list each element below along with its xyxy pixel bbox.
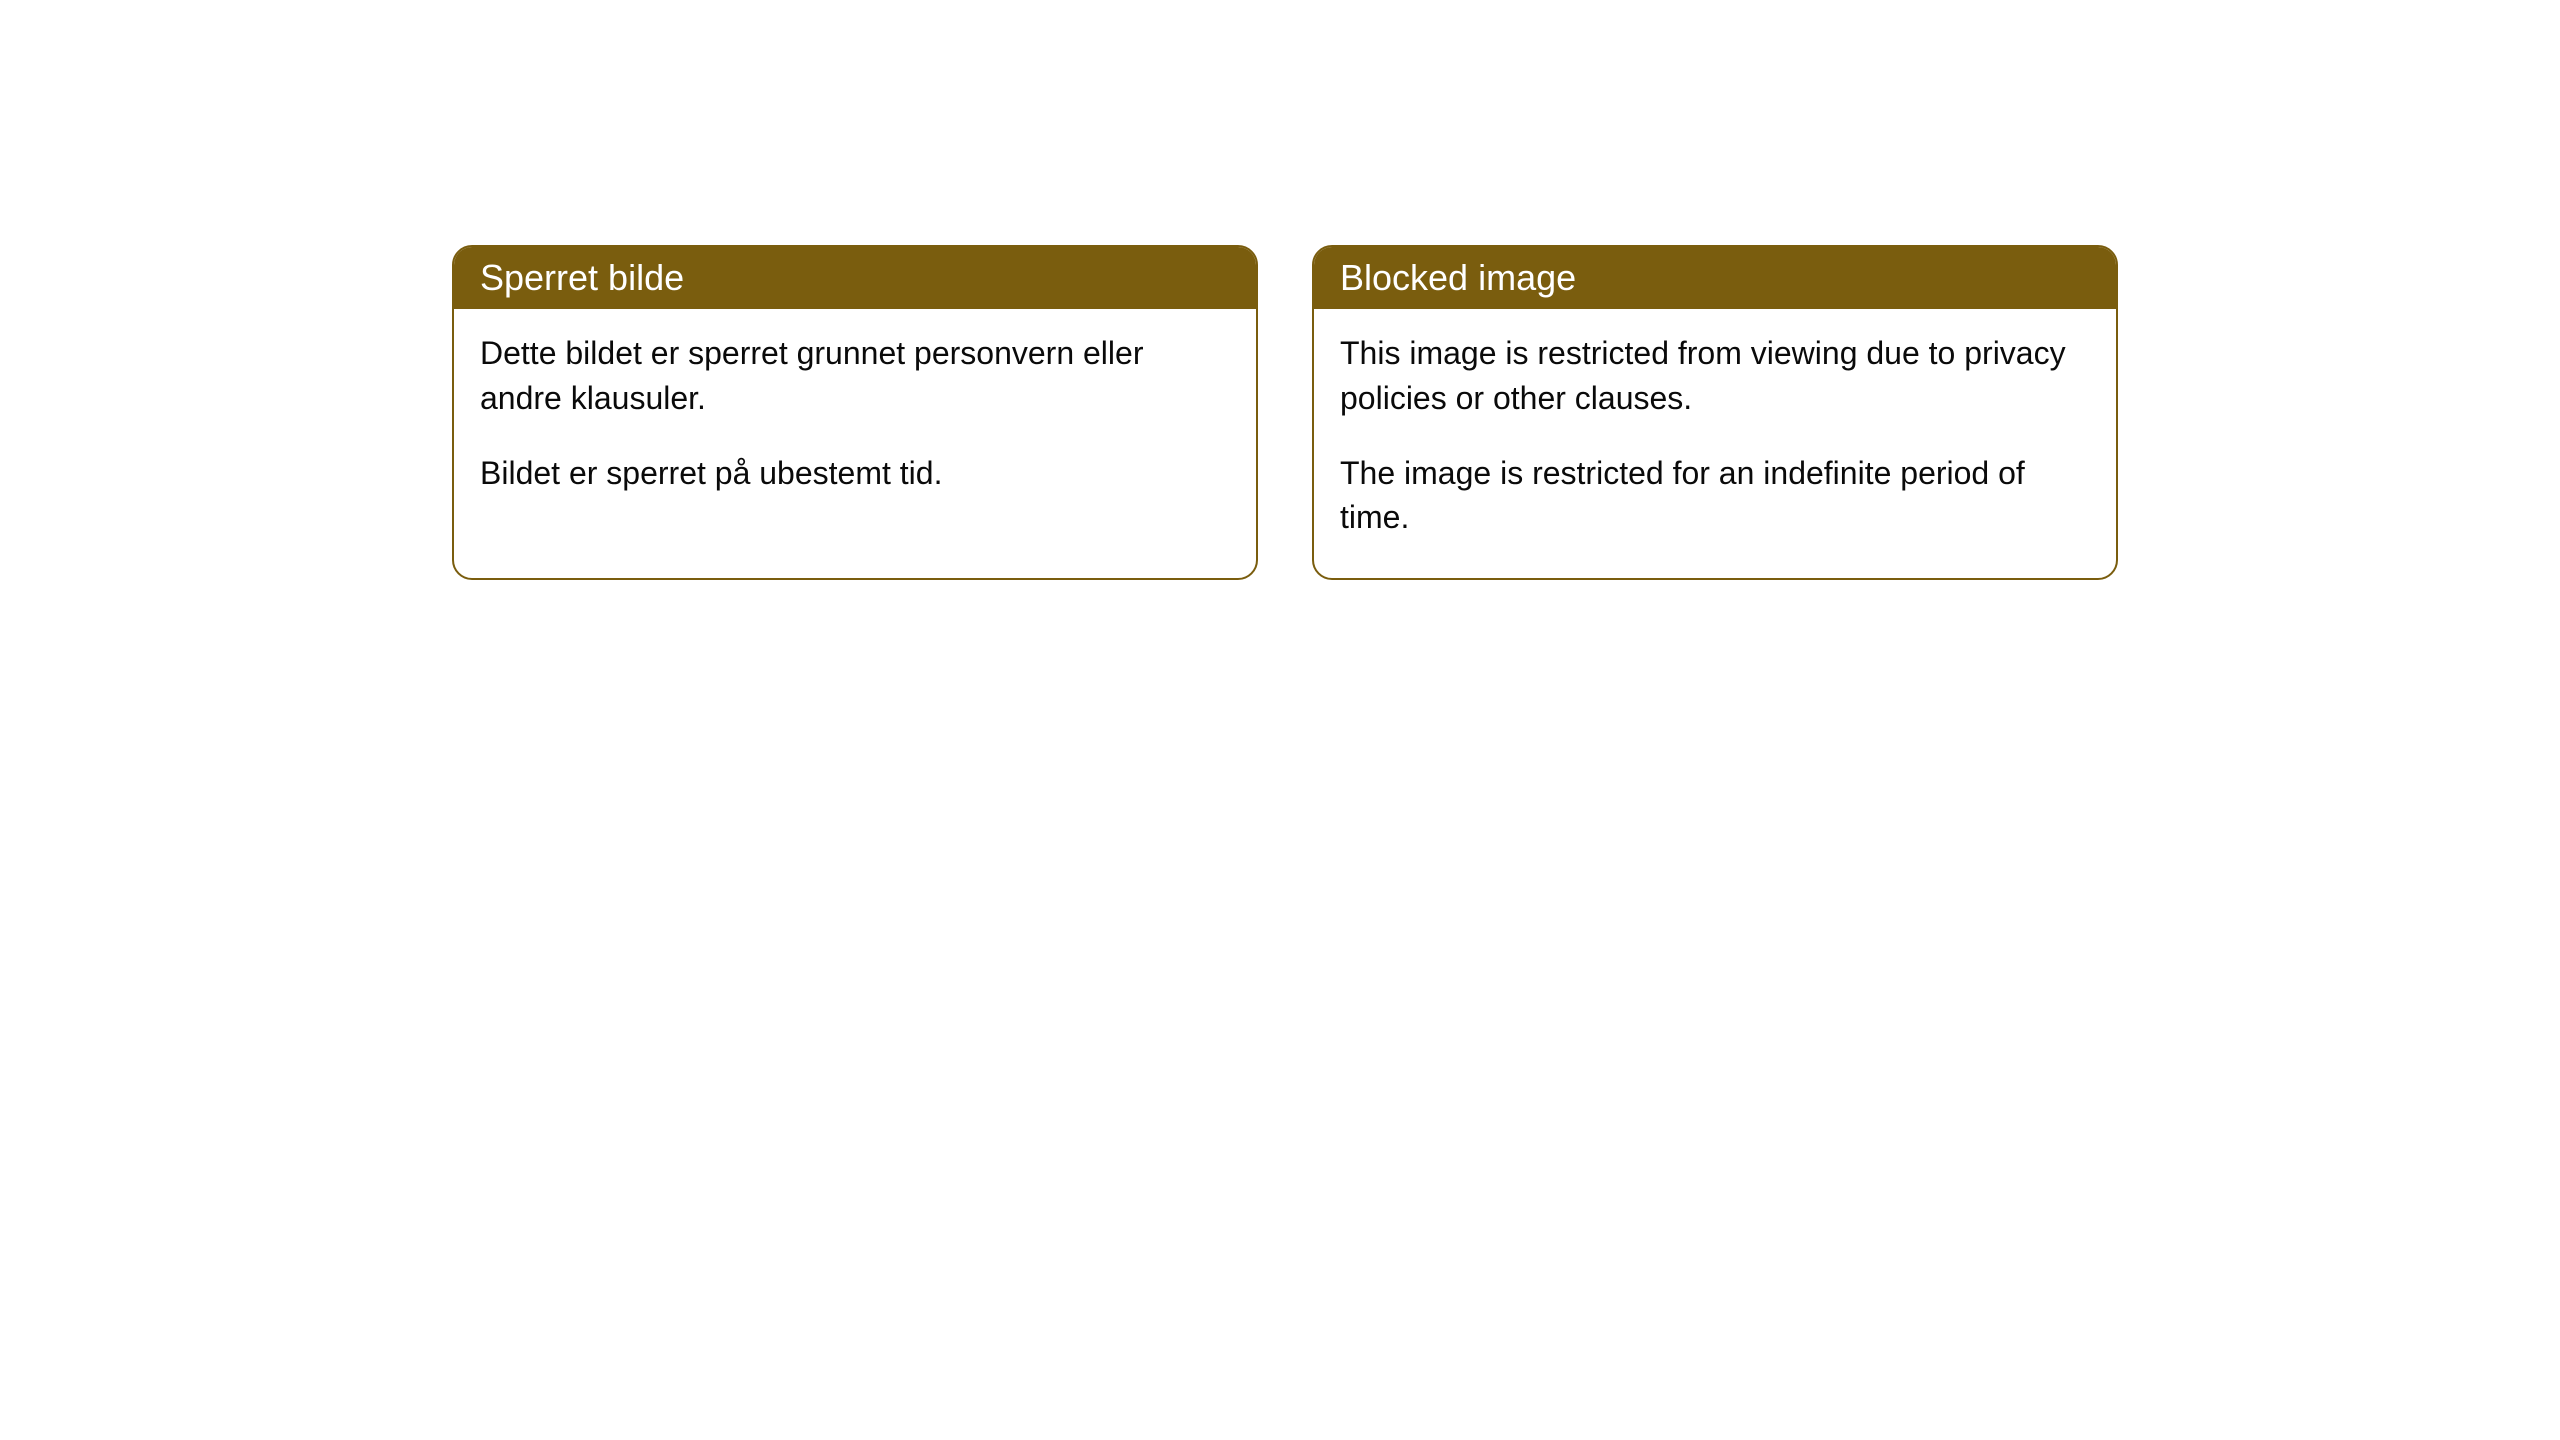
card-header-norwegian: Sperret bilde (454, 247, 1256, 309)
notice-cards-container: Sperret bilde Dette bildet er sperret gr… (452, 245, 2560, 580)
card-body-english: This image is restricted from viewing du… (1314, 309, 2116, 578)
card-paragraph-1: Dette bildet er sperret grunnet personve… (480, 331, 1230, 421)
card-header-english: Blocked image (1314, 247, 2116, 309)
card-paragraph-2: The image is restricted for an indefinit… (1340, 451, 2090, 541)
blocked-image-card-english: Blocked image This image is restricted f… (1312, 245, 2118, 580)
card-body-norwegian: Dette bildet er sperret grunnet personve… (454, 309, 1256, 577)
card-paragraph-1: This image is restricted from viewing du… (1340, 331, 2090, 421)
blocked-image-card-norwegian: Sperret bilde Dette bildet er sperret gr… (452, 245, 1258, 580)
card-title: Blocked image (1340, 257, 1576, 298)
card-title: Sperret bilde (480, 257, 684, 298)
card-paragraph-2: Bildet er sperret på ubestemt tid. (480, 451, 1230, 496)
